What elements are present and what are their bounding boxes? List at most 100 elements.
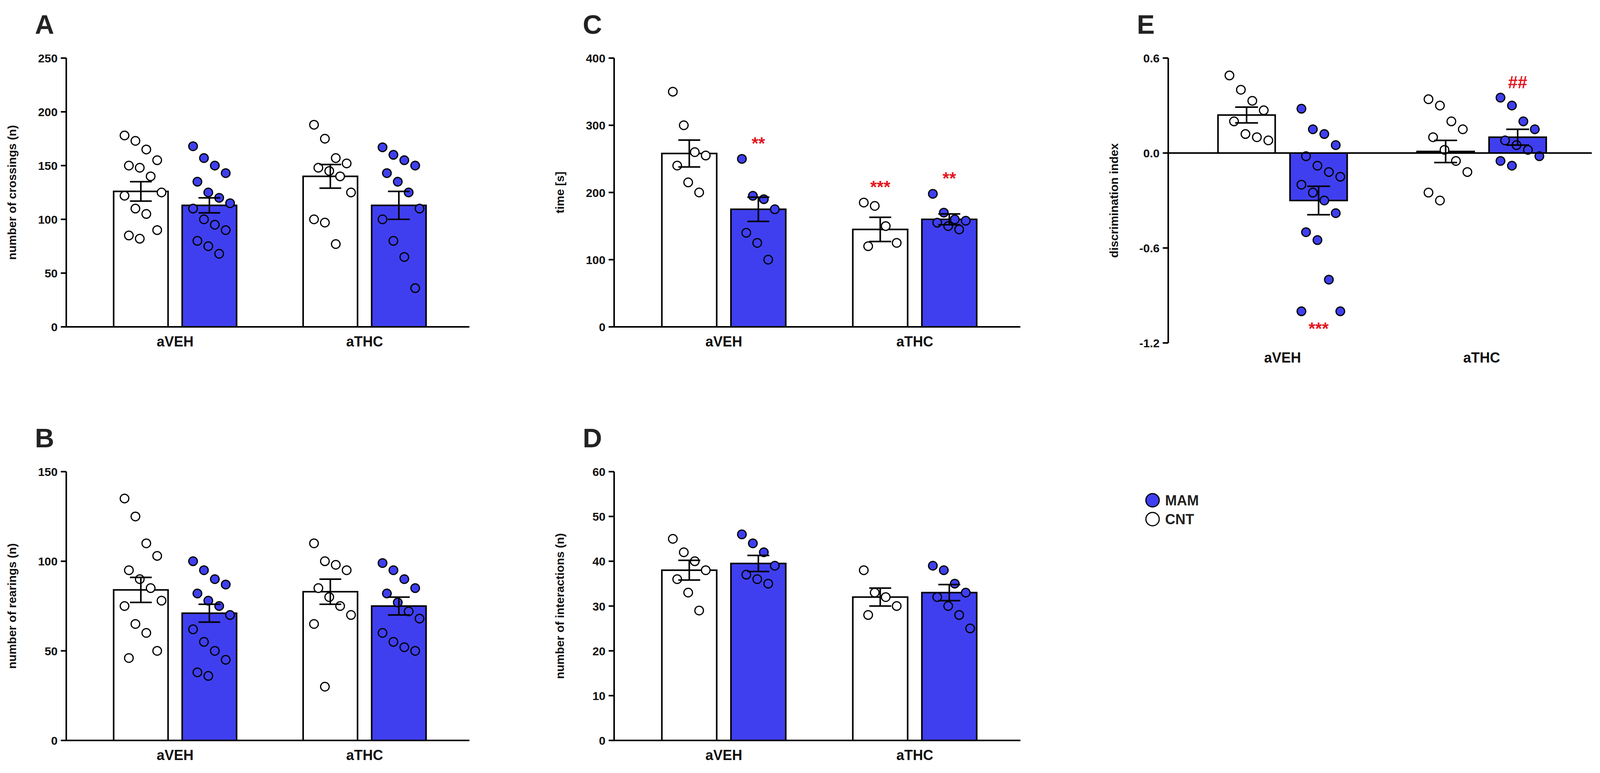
panel-letter: E xyxy=(1136,9,1155,40)
data-point xyxy=(141,145,151,154)
data-point xyxy=(320,218,330,227)
data-point xyxy=(763,255,773,264)
y-tick xyxy=(608,605,615,607)
data-point xyxy=(961,587,971,597)
y-tick-label: 0.6 xyxy=(1143,51,1160,65)
data-point xyxy=(130,136,140,146)
data-point xyxy=(378,214,387,224)
data-point xyxy=(410,583,420,593)
data-point xyxy=(135,574,144,584)
y-tick xyxy=(60,110,67,113)
y-tick xyxy=(60,218,67,220)
y-tick-label: 100 xyxy=(38,212,58,226)
error-bar xyxy=(747,554,770,571)
data-point xyxy=(331,239,340,249)
data-point xyxy=(378,142,387,152)
data-point xyxy=(199,565,209,575)
data-point xyxy=(203,671,213,680)
error-cap xyxy=(319,187,342,190)
data-point xyxy=(863,241,873,251)
error-cap xyxy=(129,601,152,603)
error-bar xyxy=(1307,186,1330,215)
data-point xyxy=(203,188,213,197)
error-stem xyxy=(1444,140,1447,163)
data-point xyxy=(141,538,151,548)
data-point xyxy=(192,589,202,598)
data-point xyxy=(389,565,398,575)
error-cap xyxy=(747,196,770,198)
y-tick xyxy=(60,470,67,473)
category-label: aTHC xyxy=(1463,349,1500,366)
data-point xyxy=(668,534,678,543)
data-point xyxy=(892,601,902,611)
y-axis-title: number of crossings (n) xyxy=(5,125,19,260)
data-point xyxy=(124,565,134,575)
error-stem xyxy=(208,197,211,213)
bar xyxy=(661,569,717,740)
data-point xyxy=(415,204,424,213)
data-point xyxy=(146,583,155,593)
error-cap xyxy=(678,139,701,141)
category-label: aVEH xyxy=(705,746,743,763)
data-point xyxy=(400,155,409,165)
y-tick xyxy=(60,560,67,562)
y-tick-label: 30 xyxy=(592,599,606,613)
error-bar xyxy=(869,587,892,606)
data-point xyxy=(389,236,398,246)
significance-label: *** xyxy=(870,177,891,197)
error-stem xyxy=(688,560,691,580)
data-point xyxy=(881,221,891,231)
data-point xyxy=(1320,196,1329,205)
bar xyxy=(661,153,717,327)
data-point xyxy=(120,191,130,200)
y-tick-label: 0.0 xyxy=(1143,146,1160,160)
data-point xyxy=(672,574,682,584)
data-point xyxy=(1507,161,1517,170)
data-point xyxy=(870,587,880,597)
error-bar xyxy=(129,181,152,201)
data-point xyxy=(378,558,387,568)
panel-letter: A xyxy=(34,9,55,40)
data-point xyxy=(950,214,960,224)
y-tick xyxy=(608,739,615,741)
error-cap xyxy=(1434,139,1457,142)
y-tick xyxy=(60,649,67,652)
error-cap xyxy=(387,596,410,598)
y-tick xyxy=(608,694,615,697)
bar xyxy=(730,563,786,740)
data-point xyxy=(152,551,162,560)
data-point xyxy=(859,565,869,575)
error-stem xyxy=(879,217,882,242)
data-point xyxy=(389,150,398,160)
error-cap xyxy=(319,578,342,580)
error-stem xyxy=(948,213,951,225)
y-tick xyxy=(608,258,615,261)
data-point xyxy=(1496,156,1505,166)
data-point xyxy=(309,538,319,548)
error-cap xyxy=(678,559,701,561)
error-stem xyxy=(1516,129,1519,146)
x-axis-line xyxy=(614,739,1021,741)
panel-letter: D xyxy=(582,422,602,453)
data-point xyxy=(763,578,773,588)
category-label: aVEH xyxy=(1264,349,1302,366)
error-cap xyxy=(198,196,221,199)
data-point xyxy=(943,601,953,611)
x-axis-line xyxy=(1168,152,1592,154)
error-cap xyxy=(938,583,961,586)
category-label: aTHC xyxy=(346,746,384,763)
data-point xyxy=(701,565,711,575)
bar xyxy=(303,176,358,327)
bar xyxy=(921,219,977,327)
y-tick xyxy=(608,124,615,126)
panel-D: Dnumber of interactions (n)0102030405060… xyxy=(553,422,1021,763)
data-point xyxy=(752,238,762,248)
data-point xyxy=(741,228,751,237)
data-point xyxy=(346,188,356,197)
data-point xyxy=(1447,116,1456,126)
data-point xyxy=(965,623,975,633)
y-tick-label: 50 xyxy=(44,644,58,658)
data-point xyxy=(309,120,319,130)
category-label: aVEH xyxy=(156,746,194,763)
data-point xyxy=(1236,85,1246,95)
